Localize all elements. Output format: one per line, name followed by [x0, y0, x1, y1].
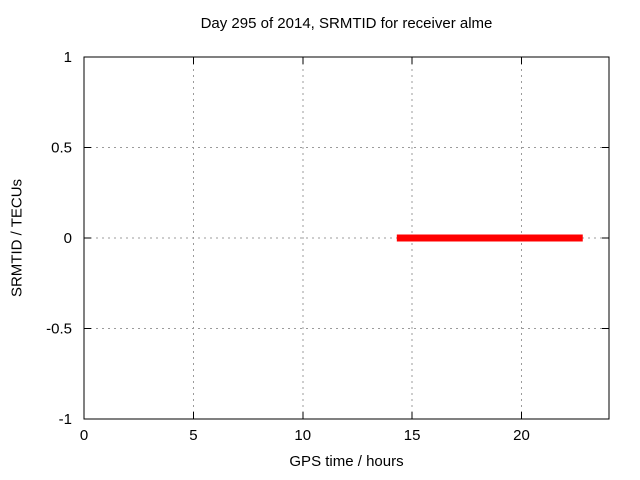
y-tick-label: -0.5 [46, 321, 72, 338]
y-tick-label: 0 [64, 230, 72, 247]
x-tick-label: 10 [294, 427, 311, 444]
x-tick-label: 5 [189, 427, 197, 444]
x-tick-label: 20 [513, 427, 530, 444]
x-tick-label: 0 [80, 427, 88, 444]
y-tick-label: 1 [64, 49, 72, 66]
x-axis-label: GPS time / hours [289, 453, 404, 470]
y-tick-label: 0.5 [51, 140, 72, 157]
x-tick-label: 15 [404, 427, 421, 444]
chart-title: Day 295 of 2014, SRMTID for receiver alm… [200, 15, 493, 32]
y-tick-label: -1 [59, 411, 72, 428]
